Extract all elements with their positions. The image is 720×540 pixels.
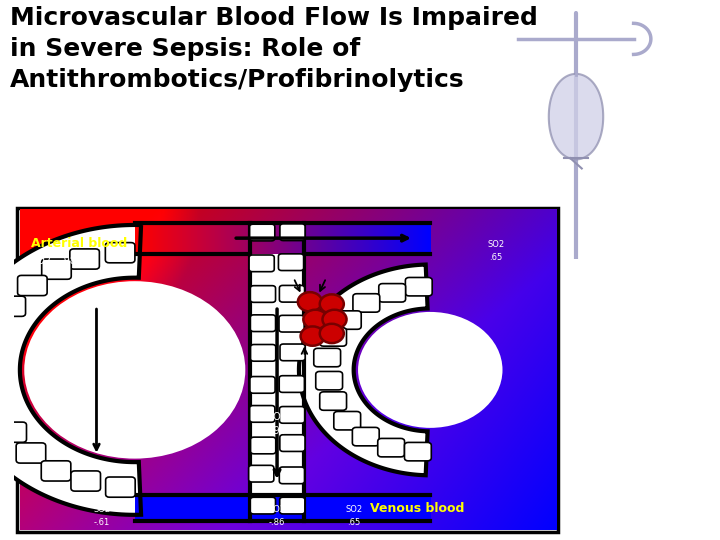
FancyBboxPatch shape (353, 294, 379, 312)
FancyBboxPatch shape (279, 376, 305, 393)
FancyBboxPatch shape (280, 435, 305, 451)
FancyBboxPatch shape (279, 315, 304, 332)
Text: .65: .65 (347, 518, 360, 527)
FancyBboxPatch shape (248, 465, 274, 482)
FancyBboxPatch shape (280, 344, 305, 361)
FancyBboxPatch shape (405, 278, 432, 296)
FancyBboxPatch shape (279, 286, 305, 302)
FancyBboxPatch shape (17, 275, 47, 295)
FancyBboxPatch shape (352, 427, 379, 446)
FancyBboxPatch shape (250, 224, 275, 241)
FancyBboxPatch shape (251, 497, 276, 514)
FancyBboxPatch shape (334, 411, 361, 430)
FancyBboxPatch shape (279, 407, 305, 423)
Text: SO2: SO2 (74, 409, 91, 418)
FancyBboxPatch shape (16, 443, 45, 463)
Text: Venous blood: Venous blood (370, 502, 464, 515)
FancyBboxPatch shape (251, 437, 276, 454)
Circle shape (303, 310, 328, 329)
FancyBboxPatch shape (379, 284, 405, 302)
Circle shape (298, 292, 322, 312)
FancyBboxPatch shape (279, 254, 304, 271)
FancyBboxPatch shape (251, 345, 276, 361)
FancyBboxPatch shape (0, 397, 12, 418)
Text: SO2: SO2 (487, 240, 505, 249)
FancyBboxPatch shape (280, 224, 305, 241)
Text: Microvascular Blood Flow Is Impaired
in Severe Sepsis: Role of
Antithrombotics/P: Microvascular Blood Flow Is Impaired in … (10, 6, 538, 92)
FancyBboxPatch shape (334, 311, 361, 329)
Circle shape (323, 310, 346, 329)
FancyBboxPatch shape (316, 372, 343, 390)
Text: -.94: -.94 (268, 426, 287, 436)
FancyBboxPatch shape (378, 438, 405, 457)
FancyBboxPatch shape (41, 461, 71, 481)
Text: Arterial blood: Arterial blood (31, 237, 127, 250)
FancyBboxPatch shape (251, 315, 276, 332)
FancyBboxPatch shape (42, 259, 71, 279)
Circle shape (24, 281, 246, 458)
Text: SO2: SO2 (94, 505, 110, 514)
Circle shape (358, 312, 503, 428)
FancyBboxPatch shape (250, 406, 275, 422)
FancyBboxPatch shape (314, 348, 341, 367)
FancyBboxPatch shape (105, 242, 135, 263)
FancyBboxPatch shape (251, 286, 276, 302)
Circle shape (320, 324, 344, 343)
FancyBboxPatch shape (249, 255, 274, 272)
Text: .6: .6 (78, 422, 87, 431)
FancyBboxPatch shape (279, 497, 305, 514)
FancyBboxPatch shape (250, 223, 305, 522)
Text: -.86: -.86 (269, 518, 285, 527)
FancyBboxPatch shape (0, 319, 12, 339)
Circle shape (320, 294, 344, 314)
Polygon shape (299, 265, 428, 475)
FancyBboxPatch shape (71, 471, 101, 491)
Text: SO2: SO2 (269, 505, 286, 514)
FancyBboxPatch shape (0, 422, 27, 442)
Text: SO2 - .98: SO2 - .98 (31, 256, 76, 267)
FancyBboxPatch shape (320, 392, 346, 410)
Polygon shape (0, 225, 141, 515)
FancyBboxPatch shape (0, 296, 25, 316)
Text: .65: .65 (490, 253, 503, 262)
FancyBboxPatch shape (320, 328, 346, 346)
FancyBboxPatch shape (279, 467, 305, 484)
FancyBboxPatch shape (405, 442, 431, 461)
FancyBboxPatch shape (0, 373, 2, 393)
FancyBboxPatch shape (17, 208, 558, 532)
FancyBboxPatch shape (106, 477, 135, 497)
Text: SO2: SO2 (267, 413, 287, 422)
Circle shape (300, 326, 325, 346)
Polygon shape (549, 74, 603, 159)
FancyBboxPatch shape (250, 376, 275, 393)
Text: -.61: -.61 (94, 518, 110, 527)
Text: SO2: SO2 (345, 505, 362, 514)
FancyBboxPatch shape (70, 249, 99, 269)
